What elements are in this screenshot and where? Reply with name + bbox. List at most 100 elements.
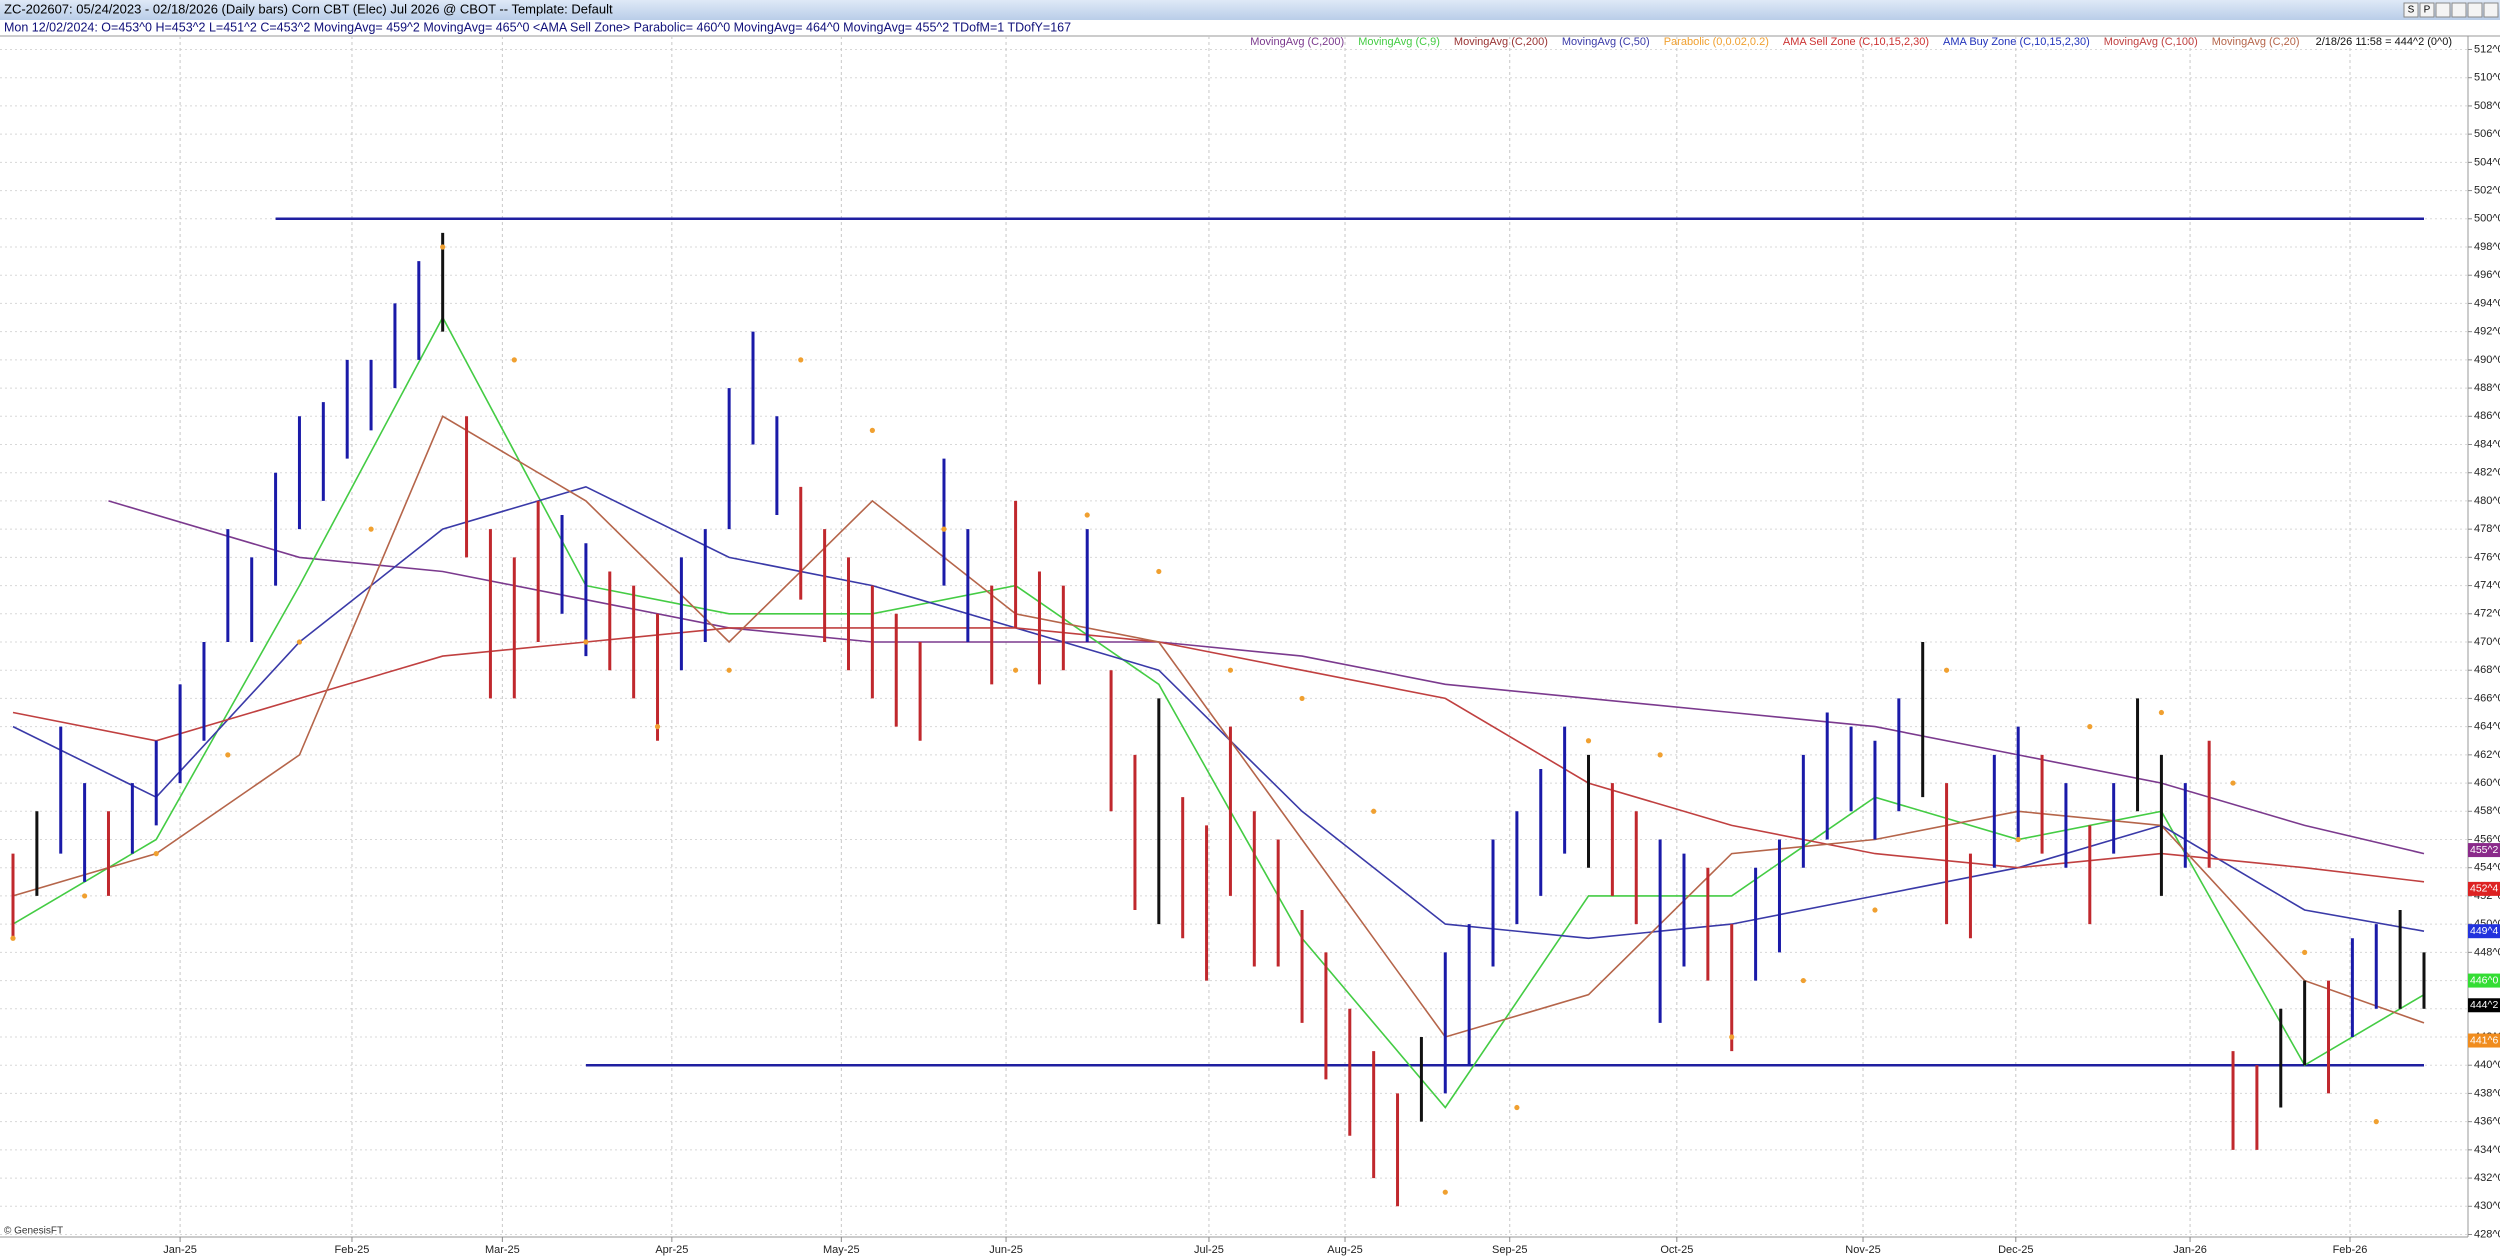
price-tag	[2468, 843, 2500, 858]
y-tick-label: 488^0	[2474, 382, 2500, 394]
grid-layer	[0, 36, 2472, 1242]
parabolic-dot	[1729, 1034, 1735, 1040]
button[interactable]	[2483, 2, 2499, 18]
y-tick-label: 498^0	[2474, 241, 2500, 253]
button[interactable]	[2419, 2, 2435, 18]
status-line: Mon 12/02/2024: O=453^0 H=453^2 L=451^2 …	[4, 20, 1071, 34]
parabolic-dot	[296, 639, 303, 645]
y-tick-label: 504^0	[2474, 156, 2500, 168]
y-tick-label: 474^0	[2474, 579, 2500, 591]
copyright: © GenesisFT	[4, 1226, 63, 1237]
y-tick-label: 496^0	[2474, 269, 2500, 281]
bars-layer	[11, 232, 2426, 1207]
parabolic-dot	[726, 667, 732, 673]
x-tick-label: Nov-25	[1845, 1244, 1880, 1256]
y-tick-label: 476^0	[2474, 551, 2500, 563]
parabolic-dot	[2015, 836, 2021, 843]
x-tick-label: Feb-25	[335, 1244, 370, 1256]
parabolic-dot	[1012, 667, 1019, 673]
window-buttons: S P	[2403, 2, 2499, 18]
parabolic-dot	[798, 357, 804, 363]
parabolic-dot	[1227, 667, 1234, 673]
price-tag	[2468, 973, 2500, 988]
status-bar	[0, 20, 2500, 36]
y-tick-label: 470^0	[2474, 636, 2500, 648]
x-tick-label: Aug-25	[1327, 1244, 1362, 1256]
price-tag-label: 444^2	[2470, 999, 2498, 1011]
indicator-line	[108, 500, 2425, 855]
button[interactable]	[2467, 2, 2483, 18]
price-tag	[2468, 881, 2500, 896]
parabolic-dot	[2087, 724, 2093, 730]
y-tick-label: 494^0	[2474, 297, 2500, 309]
button[interactable]	[2403, 2, 2419, 18]
y-tick-label: 448^0	[2474, 946, 2500, 958]
legend-entry: AMA Buy Zone (C,10,15,2,30)	[1943, 36, 2090, 48]
parabolic-dot	[869, 427, 875, 433]
y-tick-label: 454^0	[2474, 862, 2500, 874]
parabolic-dot	[654, 724, 661, 730]
y-tick-label: 480^0	[2474, 495, 2500, 507]
indicator-line	[12, 627, 2425, 883]
y-tick-label: 492^0	[2474, 326, 2500, 338]
parabolic-dot	[2158, 709, 2165, 716]
button-label: S	[2408, 5, 2415, 16]
y-tick-label: 462^0	[2474, 749, 2500, 761]
legend-entry: MovingAvg (C,20)	[2212, 36, 2300, 48]
legend-entry: MovingAvg (C,100)	[2104, 36, 2198, 48]
window-title: ZC-202607: 05/24/2023 - 02/18/2026 (Dail…	[4, 1, 613, 16]
parabolic-dot	[583, 639, 589, 645]
x-tick-label: Jan-26	[2173, 1244, 2207, 1256]
y-tick-label: 484^0	[2474, 438, 2500, 450]
y-tick-label: 440^0	[2474, 1059, 2500, 1071]
price-tag-label: 452^4	[2470, 883, 2498, 895]
indicator-line	[12, 485, 2425, 940]
price-tag	[2468, 998, 2500, 1013]
parabolic-dot	[1872, 907, 1878, 913]
parabolic-dot	[1514, 1104, 1520, 1111]
legend-entry: MovingAvg (C,200)	[1454, 36, 1548, 48]
y-tick-label: 464^0	[2474, 721, 2500, 733]
y-tick-label: 486^0	[2474, 410, 2500, 422]
y-tick-label: 490^0	[2474, 354, 2500, 366]
parabolic-dot	[440, 244, 446, 250]
dots-layer	[10, 244, 2379, 1195]
parabolic-dot	[1442, 1189, 1448, 1195]
x-tick-label: Feb-26	[2333, 1244, 2368, 1256]
parabolic-dot	[10, 935, 16, 941]
price-tag-label: 455^2	[2470, 844, 2498, 856]
y-tick-label: 432^0	[2474, 1172, 2500, 1184]
parabolic-dot	[1299, 695, 1305, 702]
price-tag-label: 441^6	[2470, 1034, 2498, 1046]
parabolic-dot	[1156, 568, 1162, 575]
indicator-line	[12, 315, 2425, 1109]
y-tick-label: 456^0	[2474, 833, 2500, 845]
title-bar	[0, 0, 2500, 20]
parabolic-dot	[1585, 738, 1592, 744]
parabolic-dot	[941, 526, 947, 532]
y-tick-label: 478^0	[2474, 523, 2500, 535]
y-tick-label: 434^0	[2474, 1144, 2500, 1156]
price-tag-label: 446^0	[2470, 974, 2498, 986]
y-tick-label: 500^0	[2474, 213, 2500, 225]
labels-layer: 512^0 510^0 508^0 506^0 504^0 502^0 500^0 498^0…	[163, 36, 2500, 1256]
button[interactable]	[2435, 2, 2451, 18]
y-tick-label: 438^0	[2474, 1087, 2500, 1099]
parabolic-dot	[1371, 808, 1377, 814]
y-tick-label: 468^0	[2474, 664, 2500, 676]
y-tick-label: 512^0	[2474, 43, 2500, 55]
x-tick-label: Jul-25	[1194, 1244, 1224, 1256]
legend-entry: Parabolic (0,0.02,0.2)	[1664, 36, 1769, 48]
x-tick-label: Jun-25	[989, 1244, 1023, 1256]
button[interactable]	[2451, 2, 2467, 18]
parabolic-dot	[368, 526, 374, 532]
price-tag-label: 449^4	[2470, 925, 2498, 937]
y-tick-label: 472^0	[2474, 608, 2500, 620]
y-tick-label: 430^0	[2474, 1200, 2500, 1212]
legend-entry: MovingAvg (C,200)	[1250, 36, 1344, 48]
parabolic-dot	[1943, 667, 1950, 673]
parabolic-dot	[2373, 1119, 2379, 1125]
price-tag	[2468, 1033, 2500, 1048]
x-tick-label: Dec-25	[1998, 1244, 2033, 1256]
